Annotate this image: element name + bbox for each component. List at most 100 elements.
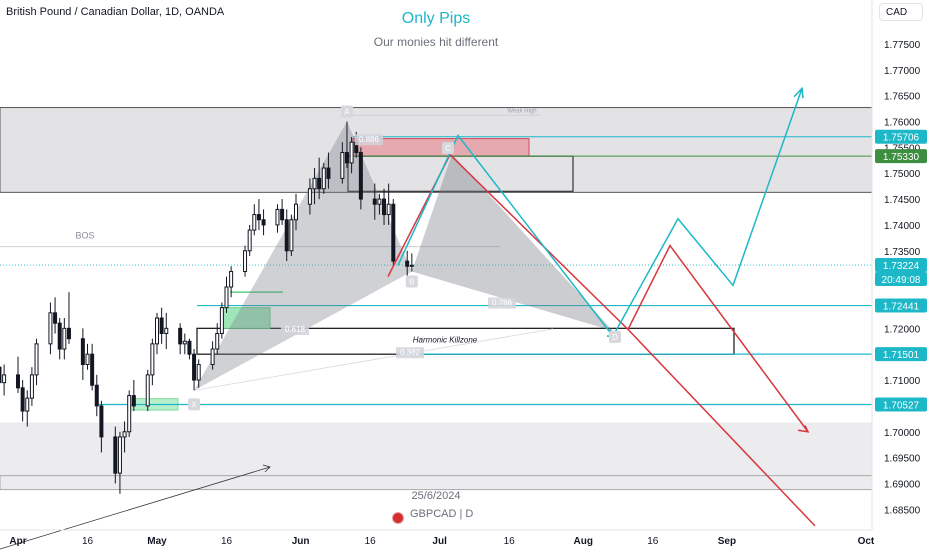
candle-body: [307, 188, 312, 205]
y-tick-label: 1.68500: [884, 505, 921, 516]
symbol-title[interactable]: British Pound / Canadian Dollar, 1D, OAN…: [6, 6, 225, 18]
bearish-long-leg: [627, 328, 816, 527]
price-tag-bg: [875, 258, 927, 273]
candle-body: [159, 317, 164, 335]
candle-body: [94, 384, 99, 407]
candle-body: [57, 322, 62, 350]
y-tick-label: 1.74000: [884, 221, 921, 232]
price-tag-label: 1.75706: [883, 133, 920, 144]
fib-label-0382-bg: [396, 347, 424, 359]
point-a-label: A: [344, 108, 350, 117]
x-tick-label: Apr: [9, 536, 26, 547]
y-tick-label: 1.77000: [884, 66, 921, 77]
candle-body: [25, 397, 30, 412]
price-tag-label: 1.73224: [883, 261, 920, 272]
price-tag-bg: [875, 149, 927, 164]
point-d-label-bg: [609, 330, 621, 343]
candle-body: [377, 198, 382, 205]
candle-body: [405, 260, 410, 267]
candle-body: [261, 219, 266, 226]
x-tick-label: 16: [504, 536, 516, 547]
candle-body: [317, 177, 322, 190]
pattern-xd-leg: [193, 328, 554, 391]
x-tick-label: Jul: [432, 536, 447, 547]
price-tag-bg: [875, 129, 927, 144]
price-tag-bg: [875, 397, 927, 412]
candle-body: [321, 167, 326, 190]
y-tick-label: 1.71000: [884, 376, 921, 387]
weak-high-label: Weak High: [507, 108, 536, 114]
y-tick-label: 1.74500: [884, 195, 921, 206]
candle-body: [275, 208, 280, 226]
candle-body: [16, 374, 20, 389]
x-tick-label: Jun: [292, 536, 310, 547]
killzone-label: Harmonic Killzone: [413, 336, 478, 345]
point-x-label-bg: [188, 398, 201, 411]
bearish-arrow-head: [797, 425, 810, 433]
candle-body: [224, 286, 229, 309]
candle-body: [34, 343, 39, 376]
candle-body: [178, 327, 183, 345]
point-c-label-bg: [442, 142, 454, 155]
bullish-arrow-head: [793, 86, 804, 99]
y-tick-label: 1.72000: [884, 324, 921, 335]
candle-body: [386, 203, 391, 216]
candle-body: [0, 366, 2, 384]
levels-layer: [0, 114, 872, 406]
candle-body: [252, 214, 257, 231]
brand-subtitle: Our monies hit different: [373, 35, 499, 49]
candle-body: [62, 327, 67, 350]
candle-body: [344, 152, 349, 164]
pattern-triangle-xab: [194, 121, 412, 391]
candle-body: [66, 327, 71, 340]
candle-body: [164, 327, 169, 335]
candle-body: [150, 343, 155, 376]
brand-title: Only Pips: [401, 10, 471, 27]
fib-label-0786-bg: [488, 297, 516, 309]
point-a-label-bg: [340, 105, 353, 118]
watermark-symbol: GBPCAD | D: [410, 508, 474, 520]
candle-body: [215, 333, 220, 350]
candle-body: [294, 203, 298, 221]
point-x-label: X: [191, 400, 197, 409]
fib-label-0886-bg: [355, 134, 383, 146]
candle-body: [113, 436, 118, 474]
x-tick-label: Aug: [574, 536, 593, 547]
x-tick-label: 16: [365, 536, 377, 547]
candle-body: [85, 353, 90, 366]
candle-body: [187, 340, 192, 355]
candle-body: [122, 431, 127, 438]
price-tag-label: 1.72441: [883, 302, 920, 313]
bos-label: BOS: [75, 231, 94, 241]
candle-body: [391, 203, 396, 262]
candle-body: [196, 364, 201, 381]
price-tag-label: 1.70527: [883, 401, 920, 412]
y-tick-label: 1.75500: [884, 143, 921, 154]
candle-body: [243, 250, 248, 272]
candle-body: [90, 353, 95, 386]
candle-body: [210, 348, 215, 366]
fib-label-0618-bg: [281, 323, 309, 335]
y-tick-label: 1.76000: [884, 118, 921, 129]
y-tick-label: 1.75000: [884, 169, 921, 180]
countdown-label: 20:49:08: [882, 275, 921, 286]
x-tick-label: 16: [82, 536, 94, 547]
candle-body: [229, 270, 234, 288]
price-tag-bg: [875, 347, 927, 362]
candle-body: [280, 208, 285, 221]
fib-label-0382: 0.382: [400, 348, 421, 357]
point-b-label: B: [409, 277, 414, 286]
currency-button[interactable]: CAD: [879, 3, 923, 21]
candle-body: [155, 317, 159, 345]
candle-body: [127, 395, 132, 433]
candle-body: [117, 436, 122, 474]
candle-body: [80, 338, 85, 366]
candle-body: [256, 214, 261, 221]
candle-body: [382, 198, 387, 216]
candle-body: [182, 340, 187, 345]
canada-flag-icon: [392, 512, 404, 524]
point-b-label-bg: [405, 275, 418, 288]
fib-label-0786: 0.786: [492, 299, 513, 308]
